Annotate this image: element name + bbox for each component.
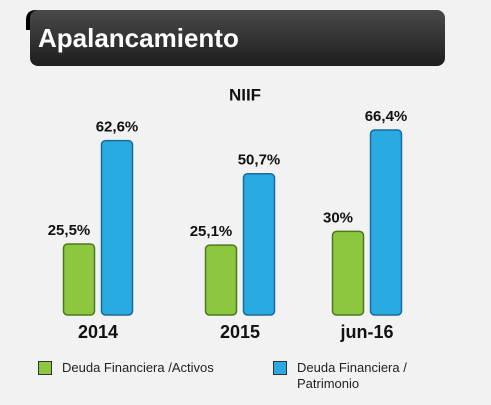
x-tick-label: 2014 bbox=[78, 322, 118, 342]
header-title: Apalancamiento bbox=[38, 23, 239, 53]
legend-label: Deuda Financiera / Patrimonio bbox=[297, 360, 407, 391]
value-label: 30% bbox=[323, 209, 353, 226]
bar bbox=[100, 139, 134, 316]
bar bbox=[62, 243, 96, 316]
value-label: 25,5% bbox=[48, 222, 91, 239]
legend-item: Deuda Financiera /Activos bbox=[38, 360, 258, 376]
bar bbox=[242, 172, 276, 316]
value-label: 25,1% bbox=[190, 223, 233, 240]
x-tick-label: jun-16 bbox=[339, 322, 393, 342]
legend: Deuda Financiera /Activos Deuda Financier… bbox=[0, 360, 491, 400]
bar bbox=[369, 129, 403, 316]
chart-title: NIIF bbox=[229, 85, 261, 104]
legend-item: Deuda Financiera / Patrimonio bbox=[273, 360, 423, 392]
bar bbox=[331, 230, 365, 316]
legend-swatch bbox=[38, 361, 52, 375]
x-tick-label: 2015 bbox=[220, 322, 260, 342]
header-bar bbox=[30, 10, 445, 66]
bar bbox=[204, 244, 238, 316]
value-label: 62,6% bbox=[96, 119, 139, 136]
legend-label: Deuda Financiera /Activos bbox=[62, 360, 214, 375]
value-label: 50,7% bbox=[238, 152, 281, 169]
value-label: 66,4% bbox=[365, 108, 408, 125]
legend-swatch bbox=[273, 361, 287, 375]
